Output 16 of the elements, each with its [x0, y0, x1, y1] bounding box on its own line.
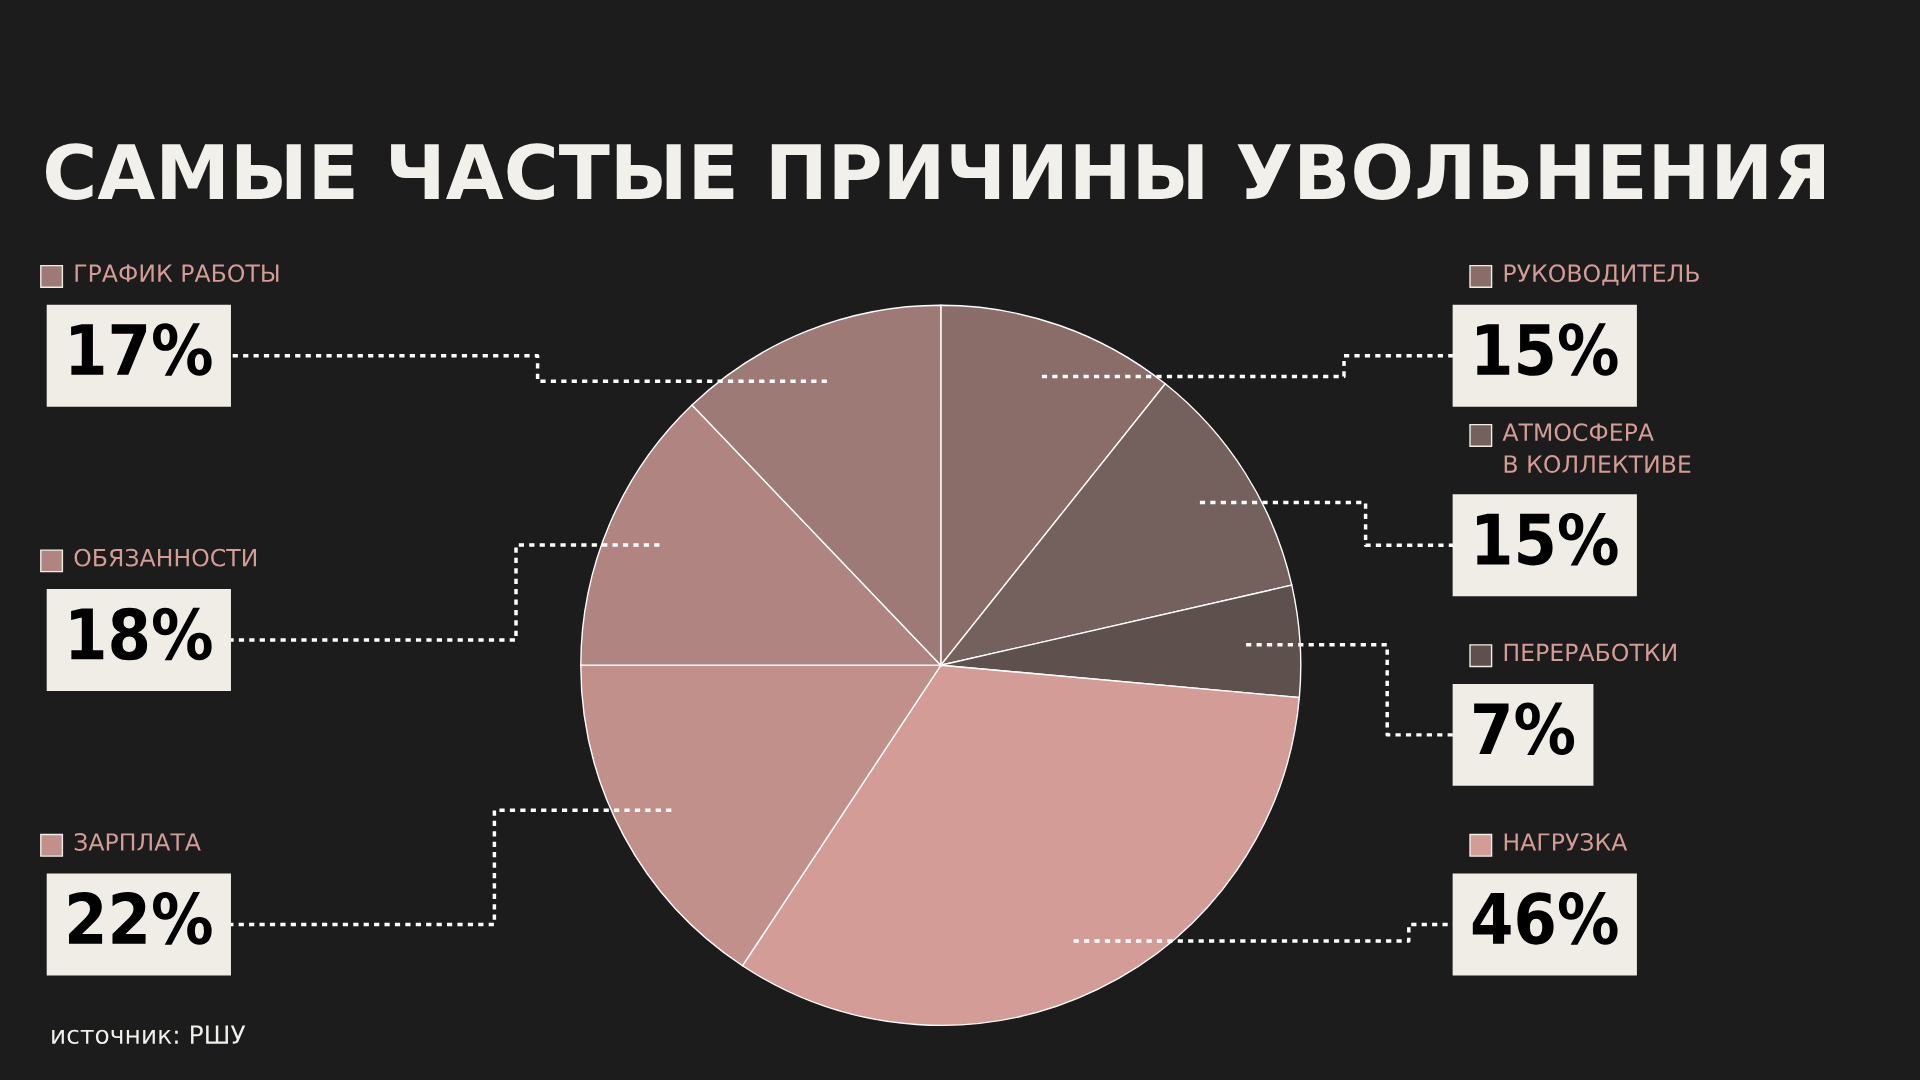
legend-label: ГРАФИК РАБОТЫ: [75, 264, 279, 283]
legend-label: ПЕРЕРАБОТКИ: [1504, 643, 1676, 662]
legend-label: НАГРУЗКА: [1504, 833, 1628, 851]
legend-label: ОБЯЗАННОСТИ: [74, 548, 257, 567]
chart-title: САМЫЕ ЧАСТЫЕ ПРИЧИНЫ УВОЛЬНЕНИЯ: [45, 143, 1825, 200]
legend-label: РУКОВОДИТЕЛЬ: [1504, 264, 1699, 286]
data-label: 15%: [1477, 512, 1618, 566]
data-label: 17%: [71, 323, 212, 376]
text: источник: РШУ: [52, 1025, 246, 1045]
data-label: 15%: [1477, 323, 1618, 376]
data-label: 46%: [1472, 892, 1618, 945]
legend-label: АТМОСФЕРА В КОЛЛЕКТИВЕ: [1502, 423, 1691, 473]
legend-label: ЗАРПЛАТА: [74, 833, 201, 851]
data-label: 22%: [69, 892, 212, 945]
data-label: 7%: [1474, 702, 1575, 756]
data-label: 18%: [71, 607, 212, 661]
